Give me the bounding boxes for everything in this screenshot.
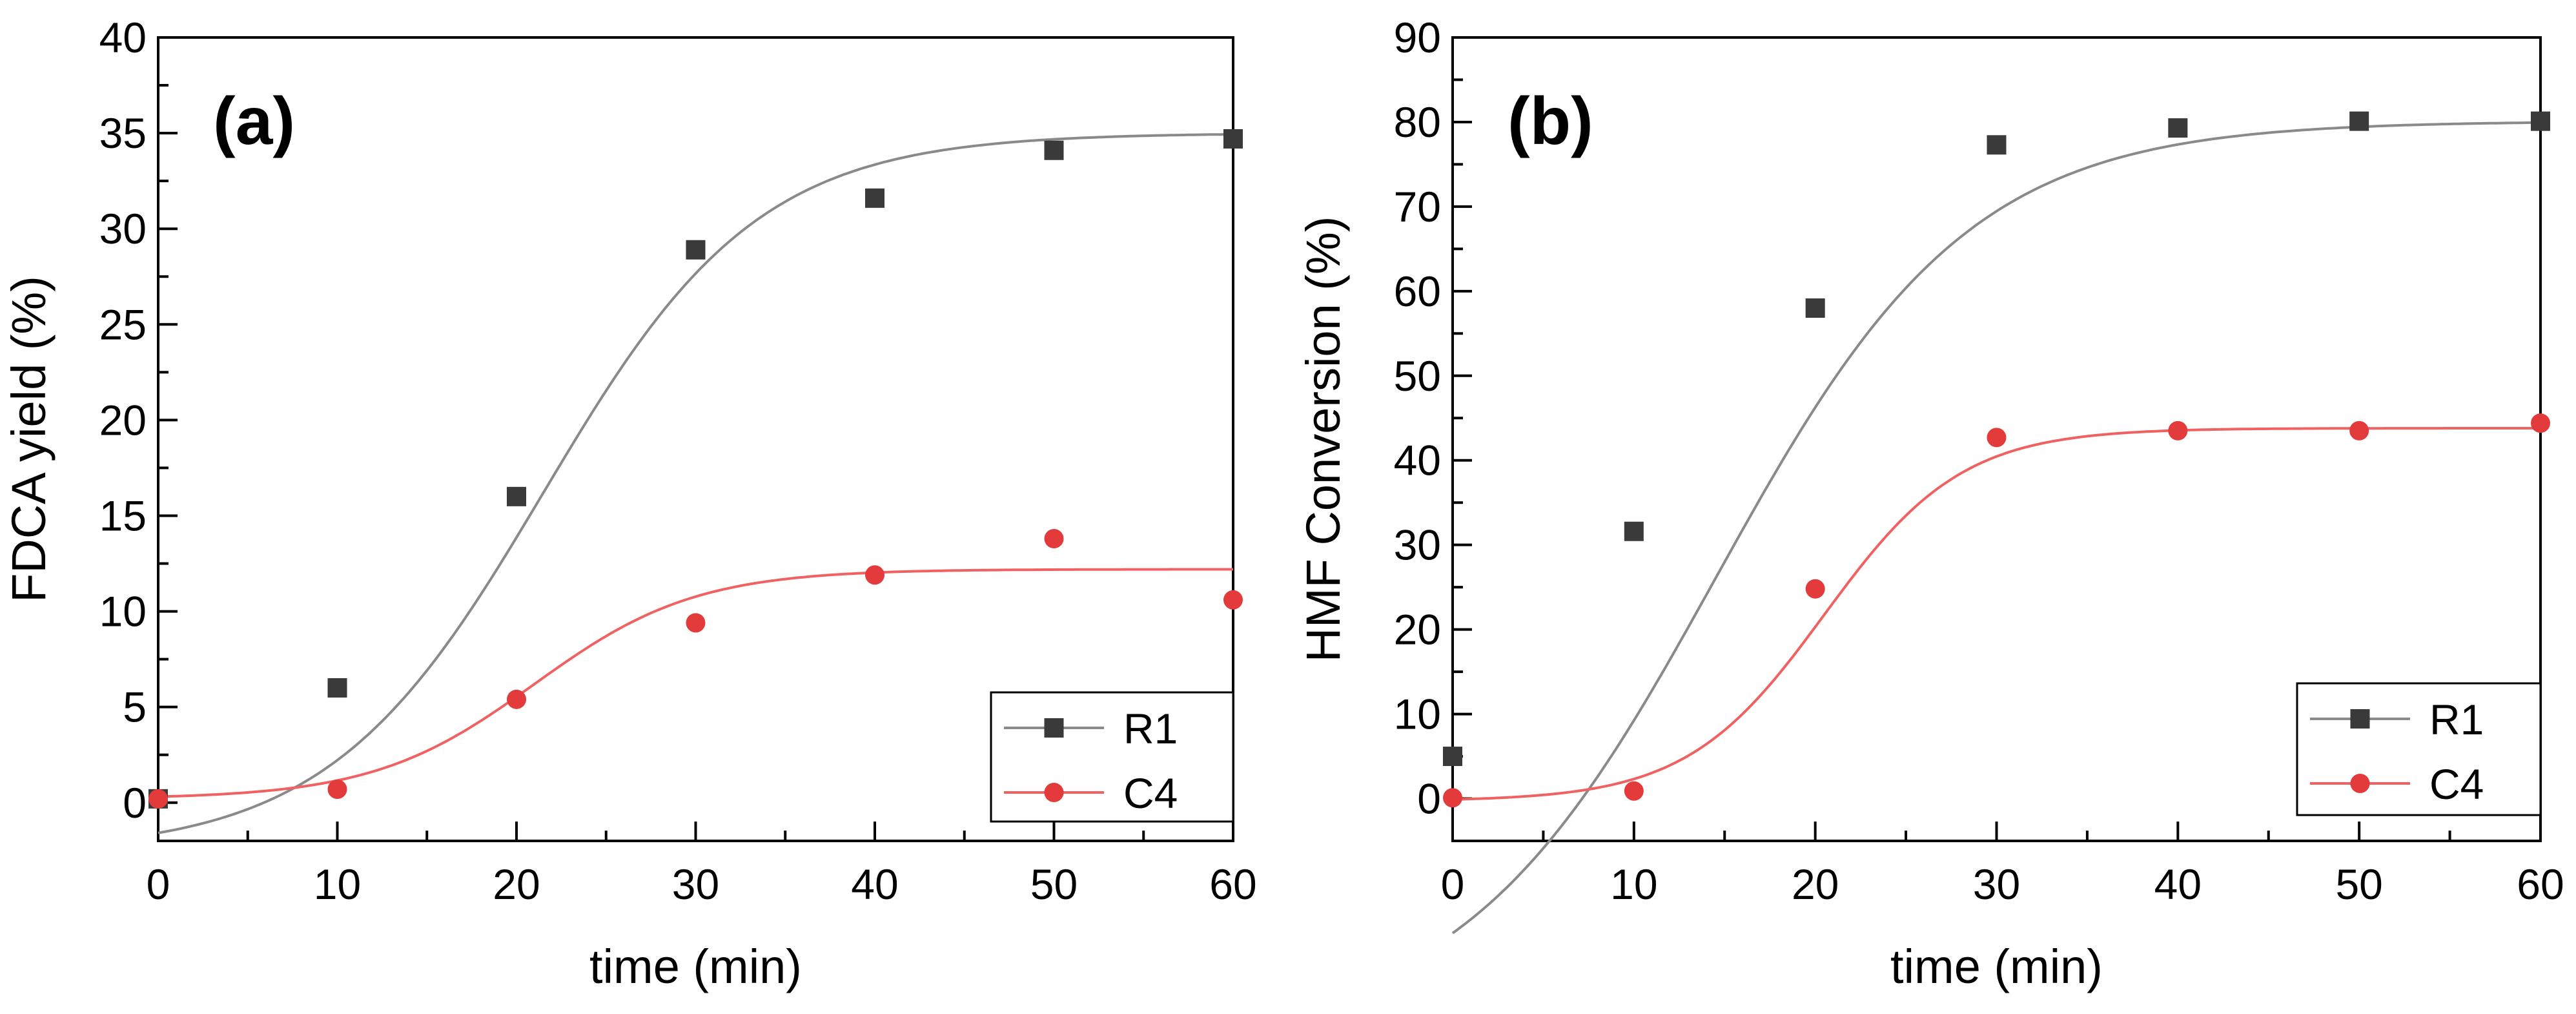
y-tick-label: 0 — [1417, 775, 1441, 823]
legend-label-c4: C4 — [2429, 760, 2484, 808]
y-tick-label: 5 — [123, 683, 147, 731]
legend-label-r1: R1 — [2429, 696, 2484, 743]
x-tick-label: 10 — [314, 860, 361, 908]
data-point-r1 — [1624, 521, 1644, 541]
y-tick-label: 60 — [1394, 267, 1441, 315]
data-point-c4 — [507, 689, 526, 709]
x-tick-label: 50 — [2335, 860, 2382, 908]
panel-label: (a) — [213, 84, 295, 159]
legend-marker-r1 — [2350, 709, 2370, 729]
y-tick-label: 15 — [99, 491, 147, 539]
y-tick-label: 25 — [99, 300, 147, 348]
y-tick-label: 0 — [123, 779, 147, 827]
x-axis-label: time (min) — [589, 940, 802, 993]
data-point-c4 — [1624, 781, 1644, 801]
data-point-c4 — [2349, 420, 2369, 440]
x-tick-label: 20 — [1792, 860, 1839, 908]
x-tick-label: 40 — [2154, 860, 2202, 908]
x-tick-label: 50 — [1030, 860, 1078, 908]
y-tick-label: 40 — [99, 14, 147, 61]
x-tick-label: 20 — [493, 860, 540, 908]
legend-box — [990, 691, 1234, 823]
data-point-c4 — [1443, 788, 1462, 808]
data-point-c4 — [327, 780, 347, 800]
y-tick-label: 30 — [99, 205, 147, 253]
y-tick-label: 10 — [99, 588, 147, 636]
y-tick-label: 40 — [1394, 437, 1441, 484]
data-point-c4 — [2168, 420, 2188, 440]
data-point-r1 — [507, 486, 526, 506]
data-point-r1 — [2531, 111, 2550, 131]
data-point-r1 — [2168, 118, 2188, 138]
data-point-r1 — [865, 188, 884, 208]
data-point-c4 — [148, 789, 168, 809]
y-axis-label: HMF Conversion (%) — [1296, 216, 1350, 663]
data-point-c4 — [1987, 428, 2007, 448]
legend-marker-c4 — [2350, 774, 2370, 793]
x-tick-label: 0 — [1441, 860, 1465, 908]
data-point-c4 — [1044, 529, 1064, 549]
y-tick-label: 35 — [99, 109, 147, 157]
chart-panel-a: 0 10 20 30 40 50 60 0 5 10 15 20 25 30 35 40 time (min) F… — [2, 14, 1257, 993]
data-point-c4 — [1805, 579, 1825, 599]
legend-label-r1: R1 — [1123, 705, 1178, 752]
data-point-r1 — [1044, 140, 1064, 160]
y-tick-label: 20 — [1394, 606, 1441, 654]
legend-marker-c4 — [1044, 783, 1064, 802]
y-tick-label: 10 — [1394, 690, 1441, 738]
data-point-r1 — [327, 678, 347, 698]
x-tick-label: 30 — [672, 860, 719, 908]
x-tick-label: 10 — [1610, 860, 1657, 908]
legend-label-c4: C4 — [1123, 769, 1178, 817]
data-point-r1 — [1987, 135, 2007, 155]
data-point-c4 — [2531, 413, 2550, 433]
x-axis-label: time (min) — [1890, 940, 2103, 993]
x-tick-label: 30 — [1973, 860, 2020, 908]
x-tick-label: 60 — [1209, 860, 1256, 908]
fit-curve-r1 — [158, 132, 1234, 834]
legend-box — [2296, 682, 2542, 816]
data-point-c4 — [865, 565, 884, 585]
y-axis-label: FDCA yield (%) — [2, 276, 56, 603]
data-point-r1 — [1805, 298, 1825, 318]
y-tick-label: 70 — [1394, 183, 1441, 231]
panel-label: (b) — [1508, 84, 1593, 159]
x-tick-label: 40 — [851, 860, 898, 908]
data-point-r1 — [1223, 129, 1243, 149]
y-tick-label: 90 — [1394, 14, 1441, 61]
data-point-r1 — [686, 240, 706, 260]
data-point-r1 — [2349, 111, 2369, 131]
y-tick-label: 80 — [1394, 98, 1441, 146]
x-tick-label: 0 — [147, 860, 170, 908]
y-tick-label: 50 — [1394, 352, 1441, 400]
data-point-r1 — [1443, 747, 1462, 767]
y-tick-label: 20 — [99, 396, 147, 444]
legend-marker-r1 — [1044, 718, 1064, 738]
x-tick-label: 60 — [2517, 860, 2564, 908]
chart-panel-b: 0 10 20 30 40 50 60 0 10 20 30 40 50 60 70 80 90 time (mi… — [1296, 14, 2564, 993]
y-tick-label: 30 — [1394, 521, 1441, 569]
data-point-c4 — [686, 613, 706, 633]
data-point-c4 — [1223, 590, 1243, 610]
